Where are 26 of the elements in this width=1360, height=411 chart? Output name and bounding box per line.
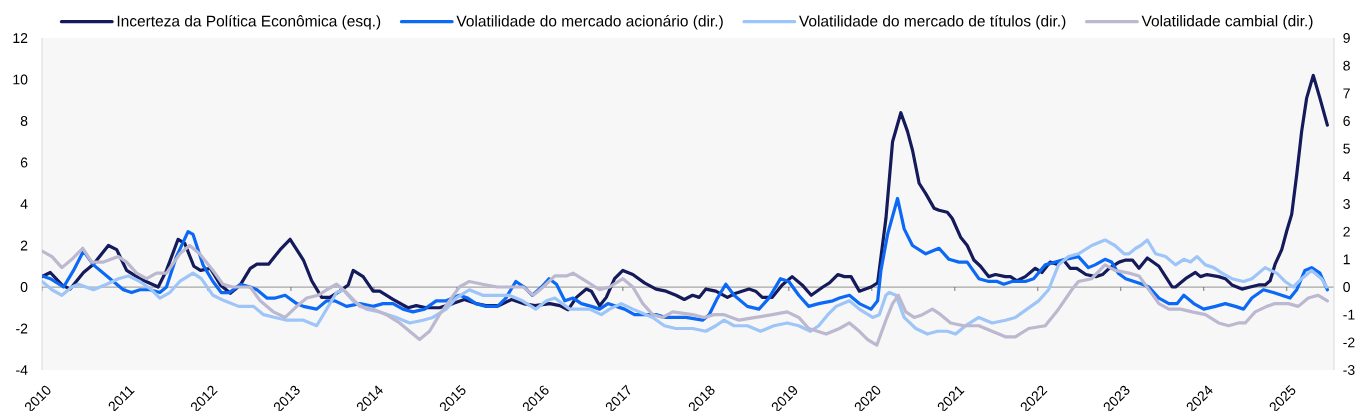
y-tick-label: 10 bbox=[13, 74, 28, 85]
y2-tick-label: -1 bbox=[1343, 309, 1355, 320]
y-tick-label: -2 bbox=[16, 323, 28, 334]
y2-tick-label: 8 bbox=[1343, 60, 1350, 71]
y-tick-label: 12 bbox=[13, 33, 28, 43]
y-tick-label: 2 bbox=[20, 240, 28, 251]
y-tick-label: -4 bbox=[16, 365, 28, 375]
y2-tick-label: 7 bbox=[1343, 88, 1350, 99]
y2-tick-label: 2 bbox=[1343, 226, 1350, 237]
y-tick-label: 8 bbox=[20, 116, 28, 126]
legend-label: Volatilidade cambial (dir.) bbox=[1141, 15, 1313, 30]
y2-tick-label: 0 bbox=[1343, 282, 1350, 292]
legend-label: Incerteza da Política Econômica (esq.) bbox=[117, 15, 381, 30]
legend-label: Volatilidade do mercado de títulos (dir.) bbox=[799, 15, 1066, 30]
y2-tick-label: 5 bbox=[1343, 143, 1350, 154]
y2-tick-label: 3 bbox=[1343, 199, 1350, 209]
y-tick-label: 6 bbox=[20, 157, 28, 168]
y2-tick-label: -3 bbox=[1343, 365, 1355, 375]
legend-label: Volatilidade do mercado acionário (dir.) bbox=[456, 15, 723, 30]
y2-tick-label: 4 bbox=[1343, 171, 1351, 182]
y-tick-label: 4 bbox=[20, 199, 28, 209]
y2-tick-label: 6 bbox=[1343, 116, 1350, 126]
y2-tick-label: 1 bbox=[1343, 254, 1350, 265]
y2-tick-label: -2 bbox=[1343, 337, 1355, 348]
y-tick-label: 0 bbox=[20, 282, 28, 292]
y2-tick-label: 9 bbox=[1343, 33, 1350, 43]
